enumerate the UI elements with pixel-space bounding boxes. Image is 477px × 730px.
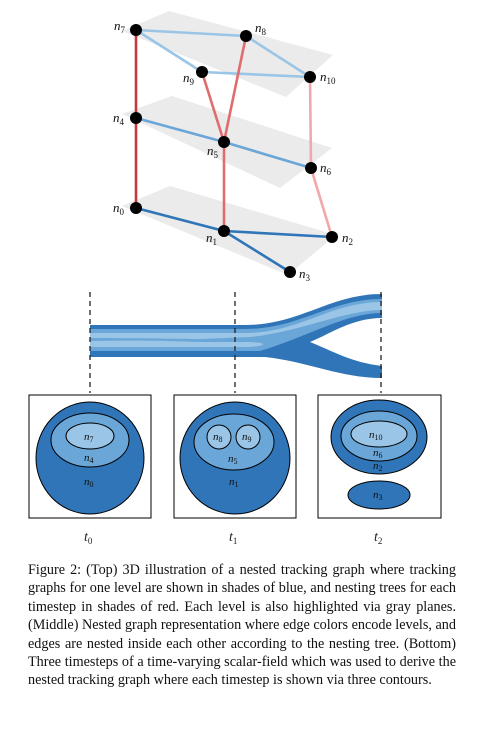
node-n6	[305, 162, 317, 174]
node-n7	[130, 24, 142, 36]
nest-n9-n5	[200, 71, 226, 143]
node-n0	[130, 202, 142, 214]
edge-n9-n10	[201, 70, 311, 79]
contour-n8	[206, 424, 232, 450]
contour-label-n8: n8	[213, 431, 223, 444]
node-n10	[304, 71, 316, 83]
edge-n8-n10	[245, 34, 311, 79]
contour-label-n2: n2	[373, 460, 383, 473]
node-label-n2: n2	[342, 230, 353, 247]
figure-caption: Figure 2: (Top) 3D illustration of a nes…	[28, 562, 456, 689]
node-label-n3: n3	[299, 266, 311, 283]
node-label-n10: n10	[320, 69, 336, 86]
flow-band-light-lower	[90, 340, 264, 347]
node-label-n4: n4	[113, 110, 125, 127]
node-n2	[326, 231, 338, 243]
contour-label-n0: n0	[84, 476, 94, 489]
edge-n0-n1	[135, 206, 225, 233]
contour-n9	[235, 424, 261, 450]
contour-label-n3: n3	[373, 489, 383, 502]
contour-n10	[350, 420, 408, 448]
timestep-panel-t0: n7 n4 n0	[28, 394, 152, 519]
node-label-n1: n1	[206, 230, 217, 247]
contour-n7	[65, 422, 115, 450]
node-label-n9: n9	[183, 70, 195, 87]
node-n8	[240, 30, 252, 42]
timestep-label-t2: t2	[374, 530, 382, 546]
node-label-n8: n8	[255, 20, 267, 37]
edge-n7-n9	[135, 28, 203, 74]
node-n4	[130, 112, 142, 124]
timestep-panel-t2: n10 n6 n2 n3	[317, 394, 442, 519]
node-n3	[284, 266, 296, 278]
edge-n1-n2	[223, 229, 333, 239]
contour-label-n1: n1	[229, 476, 239, 489]
contour-label-n9: n9	[242, 431, 252, 444]
node-n1	[218, 225, 230, 237]
contour-n3	[347, 480, 411, 510]
contour-label-n6: n6	[373, 447, 383, 460]
node-n9	[196, 66, 208, 78]
node-n5	[218, 136, 230, 148]
edge-n1-n3	[223, 229, 291, 274]
timestep-panel-t1: n8 n9 n5 n1	[173, 394, 297, 519]
node-label-n5: n5	[207, 143, 219, 160]
gray-plane-top	[122, 11, 333, 97]
node-label-n7: n7	[114, 18, 126, 35]
timestep-label-t1: t1	[229, 530, 237, 546]
edge-n4-n5	[135, 116, 225, 144]
edge-n5-n6	[223, 140, 312, 170]
edge-n7-n8	[135, 28, 247, 38]
contour-label-n7: n7	[84, 431, 94, 444]
node-label-n6: n6	[320, 160, 332, 177]
contour-label-n4: n4	[84, 452, 94, 465]
tracking-graph-3d: n7 n8 n9 n10 n4 n5 n6 n0 n1 n2 n3	[113, 11, 353, 283]
nest-n8-n5	[222, 35, 248, 143]
nest-n10-n6	[308, 76, 313, 169]
node-label-n0: n0	[113, 200, 125, 217]
nest-n6-n2	[309, 167, 334, 238]
figure-2-illustration: n7 n8 n9 n10 n4 n5 n6 n0 n1 n2 n3 n7 n4 …	[28, 11, 442, 546]
flow-band-light-upper	[90, 302, 382, 339]
contour-label-n10: n10	[369, 429, 383, 442]
contour-label-n5: n5	[228, 453, 238, 466]
timestep-label-t0: t0	[84, 530, 93, 546]
nested-graph-flow	[89, 292, 382, 393]
